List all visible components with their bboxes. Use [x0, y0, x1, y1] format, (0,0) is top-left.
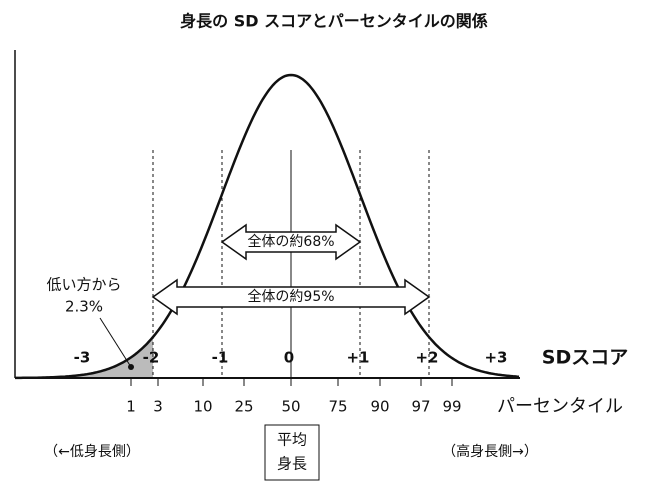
leader: [99, 317, 132, 368]
sd-label: -3: [74, 349, 91, 367]
percentile-axis-label: パーセンタイル: [497, 396, 623, 417]
percentile-label: 1: [126, 398, 136, 416]
mean-box: [264, 424, 320, 481]
shapes: [14, 50, 520, 386]
percentile-label: 75: [328, 398, 347, 416]
sd-label: +1: [346, 349, 369, 367]
percentile-label: 97: [411, 398, 430, 416]
tail-area: [15, 337, 153, 378]
sd-axis-label: SDスコア: [542, 347, 628, 369]
arrow-label: 全体の約68%: [247, 233, 334, 250]
percentile-label: 10: [193, 398, 212, 416]
double-arrow: [220, 223, 362, 261]
sd-label: 0: [284, 349, 294, 367]
sd-label: +2: [415, 349, 438, 367]
sd-label: -1: [212, 349, 229, 367]
double-arrow: [151, 278, 431, 316]
annotation: 低い方から: [46, 276, 121, 294]
left-note: （←低身長側）: [44, 444, 140, 460]
percentile-label: 99: [442, 398, 461, 416]
mean-box-text: 平均: [277, 431, 307, 449]
percentile-label: 50: [281, 398, 300, 416]
percentile-label: 90: [370, 398, 389, 416]
sd-label: -2: [143, 349, 160, 367]
mean-box-text: 身長: [277, 455, 307, 473]
sd-label: +3: [484, 349, 507, 367]
right-note: （高身長側→）: [442, 443, 538, 460]
title: 身長の SD スコアとパーセンタイルの関係: [180, 12, 488, 31]
normal-curve: [15, 73, 520, 380]
annotation: 2.3%: [65, 298, 103, 316]
arrow-label: 全体の約95%: [247, 288, 334, 305]
percentile-label: 25: [234, 398, 253, 416]
percentile-label: 3: [153, 398, 163, 416]
